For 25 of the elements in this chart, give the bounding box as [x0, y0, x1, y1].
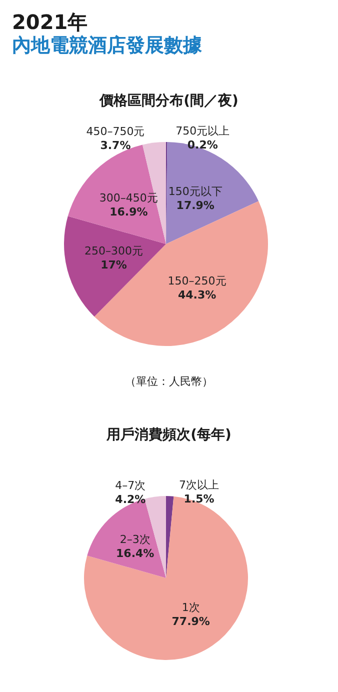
data-label: 44.3%: [178, 288, 216, 302]
slice-label: 750元以上: [176, 124, 230, 138]
data-label: 3.7%: [100, 139, 131, 152]
slice-label: 2–3次: [120, 533, 150, 546]
data-label: 17.9%: [176, 199, 214, 212]
slice-label: 4–7次: [115, 479, 146, 492]
chart-subtitle: 內地電競酒店發展數據: [12, 34, 203, 56]
data-label: 16.9%: [110, 205, 148, 218]
data-label: 16.4%: [116, 547, 154, 560]
data-label: 4.2%: [115, 493, 146, 506]
slice-label: 7次以上: [179, 478, 220, 492]
chart-title: 2021年: [12, 10, 88, 34]
slice-label: 150–250元: [168, 274, 226, 288]
slice-label: 250–300元: [84, 244, 144, 258]
data-label: 17%: [100, 258, 127, 272]
data-label: 0.2%: [187, 138, 218, 152]
data-label: 77.9%: [172, 614, 210, 628]
text: 用戶消費頻次(每年): [106, 426, 232, 443]
data-label: 1.5%: [184, 492, 214, 506]
slice-label: 300–450元: [99, 191, 158, 204]
text: 價格區間分布(間／夜): [98, 92, 238, 109]
slice-label: 1次: [182, 600, 200, 614]
slice-label: 450–750元: [86, 125, 145, 138]
text: （單位：人民幣）: [125, 375, 213, 388]
slice-label: 150元以下: [168, 185, 222, 198]
